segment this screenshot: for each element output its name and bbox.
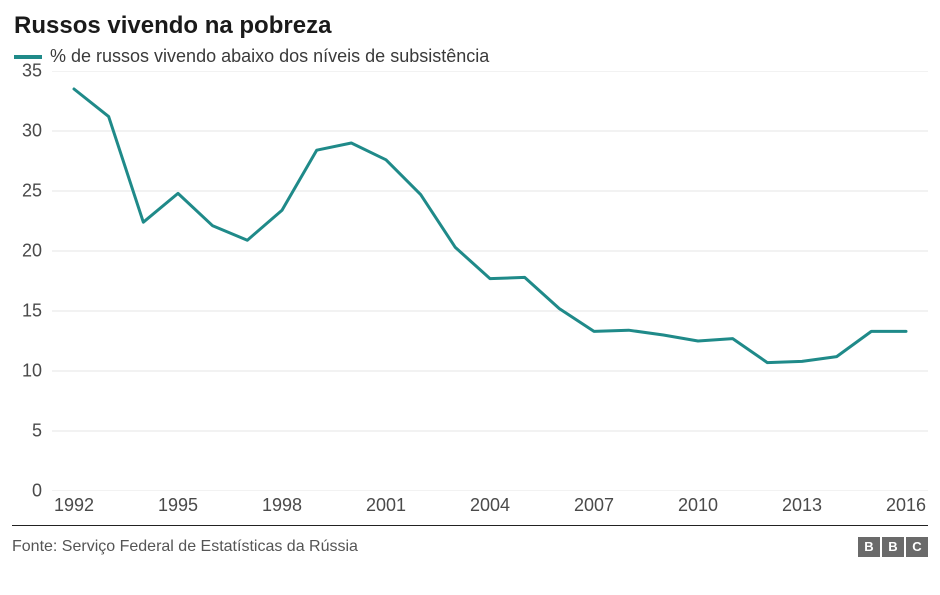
x-tick-label: 2013 [782,495,822,516]
x-tick-label: 2001 [366,495,406,516]
legend-label: % de russos vivendo abaixo dos níveis de… [50,46,489,67]
plot-area [52,71,928,491]
x-tick-label: 1998 [262,495,302,516]
bbc-logo-block: B [882,537,904,557]
x-axis-labels: 1992 1995 1998 2001 2004 2007 2010 2013 2016 [52,495,928,521]
y-tick-label: 0 [32,481,42,502]
gridlines [52,71,928,491]
x-tick-label: 2010 [678,495,718,516]
chart-title: Russos vivendo na pobreza [14,12,928,40]
y-tick-label: 30 [22,121,42,142]
plot-svg [52,71,928,491]
chart-area: 05101520253035 1992199519982001200420072… [12,71,928,521]
x-tick-label: 2004 [470,495,510,516]
x-tick-label: 1995 [158,495,198,516]
y-tick-label: 10 [22,361,42,382]
line-series [74,89,906,363]
x-tick-label: 2016 [886,495,926,516]
legend-swatch [14,55,42,59]
x-tick-label: 2007 [574,495,614,516]
y-axis-labels: 05101520253035 [12,71,46,521]
chart-container: Russos vivendo na pobreza % de russos vi… [0,0,940,595]
source-text: Fonte: Serviço Federal de Estatísticas d… [12,538,358,556]
legend: % de russos vivendo abaixo dos níveis de… [14,46,928,67]
y-tick-label: 25 [22,181,42,202]
bbc-logo-block: B [858,537,880,557]
bbc-logo: BBC [858,537,928,557]
y-tick-label: 5 [32,421,42,442]
y-tick-label: 20 [22,241,42,262]
y-tick-label: 35 [22,61,42,82]
y-tick-label: 15 [22,301,42,322]
bbc-logo-block: C [906,537,928,557]
x-tick-label: 1992 [54,495,94,516]
footer: Fonte: Serviço Federal de Estatísticas d… [12,525,928,561]
